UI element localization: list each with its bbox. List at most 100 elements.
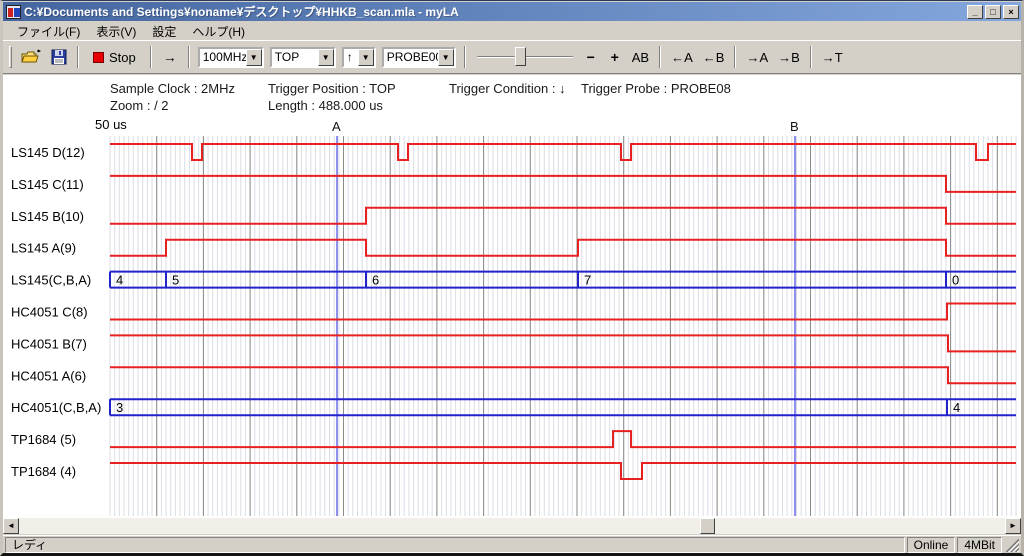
zoom-info: Zoom : / 2 — [110, 98, 169, 113]
toolbar-separator — [187, 46, 190, 68]
horizontal-scrollbar[interactable]: ◄ ► — [3, 518, 1021, 534]
signal-label-10: TP1684 (4) — [11, 464, 76, 479]
time-tick-label: 50 us — [95, 117, 127, 132]
bus-value: 6 — [372, 273, 379, 288]
trigger-edge-combobox-value: ↑ — [346, 49, 353, 64]
probe-combobox[interactable]: PROBE00 ▼ — [381, 46, 456, 68]
waveform-trace-6[interactable] — [110, 334, 1016, 353]
move-left-to-a-button[interactable]: ←A — [671, 49, 693, 65]
waveform-trace-5[interactable] — [110, 302, 1016, 321]
marker-b-label: B — [790, 119, 799, 134]
toolbar-separator — [659, 46, 662, 68]
signal-label-1: LS145 C(11) — [11, 177, 84, 192]
signal-label-0: LS145 D(12) — [11, 145, 85, 160]
toolbar-separator — [734, 46, 737, 68]
waveform-canvas[interactable]: 50 us A B LS145 D(12) LS145 C(11) LS145 B(10)… — [3, 115, 1021, 518]
app-icon — [6, 4, 21, 19]
open-file-button[interactable] — [16, 45, 46, 69]
chevron-down-icon[interactable]: ▼ — [357, 48, 374, 66]
bus-value: 3 — [116, 400, 123, 415]
signal-label-6: HC4051 B(7) — [11, 336, 87, 351]
signal-label-9: TP1684 (5) — [11, 432, 76, 447]
save-file-button[interactable] — [46, 45, 72, 69]
toolbar-separator — [809, 46, 812, 68]
zoom-in-button[interactable]: + — [610, 49, 619, 65]
titlebar: C:¥Documents and Settings¥noname¥デスクトップ¥… — [3, 2, 1021, 21]
trigger-probe-info: Trigger Probe : PROBE08 — [581, 81, 731, 96]
trigger-position-combobox[interactable]: TOP ▼ — [269, 46, 336, 68]
menu-item-1[interactable]: 表示(V) — [96, 24, 137, 39]
sample-clock-info: Sample Clock : 2MHz — [110, 81, 235, 96]
bus-value: 4 — [953, 400, 960, 415]
window-title: C:¥Documents and Settings¥noname¥デスクトップ¥… — [24, 5, 459, 19]
trigger-position-combobox-value: TOP — [274, 49, 300, 64]
bus-value: 0 — [952, 273, 959, 288]
goto-trigger-button[interactable]: →T — [821, 49, 843, 65]
zoom-slider-thumb[interactable] — [514, 47, 526, 66]
waveform-trace-3[interactable] — [110, 238, 1016, 257]
toolbar-grip — [9, 46, 12, 68]
chevron-down-icon[interactable]: ▼ — [437, 48, 454, 66]
toolbar-separator — [149, 46, 152, 68]
open-folder-icon — [21, 49, 41, 63]
signal-label-7: HC4051 A(6) — [11, 368, 86, 383]
toolbar: Stop → 100MHz ▼ TOP ▼ ↑ ▼ PROBE00 ▼ − + … — [3, 40, 1021, 74]
toolbar-separator — [463, 46, 466, 68]
chevron-down-icon[interactable]: ▼ — [317, 48, 334, 66]
signal-label-4: LS145(C,B,A) — [11, 273, 91, 288]
trigger-edge-combobox[interactable]: ↑ ▼ — [341, 46, 376, 68]
scroll-right-arrow[interactable]: ► — [1005, 518, 1021, 534]
signal-label-5: HC4051 C(8) — [11, 305, 88, 320]
length-info: Length : 488.000 us — [268, 98, 383, 113]
clock-combobox-value: 100MHz — [202, 49, 246, 64]
waveform-trace-2[interactable] — [110, 206, 1016, 225]
move-right-to-a-button[interactable]: →A — [746, 49, 769, 65]
menubar: ファイル(F) 表示(V) 設定 ヘルプ(H) — [3, 22, 1021, 40]
close-button[interactable]: × — [1003, 4, 1019, 19]
zoom-slider[interactable] — [476, 46, 573, 68]
zoom-out-button[interactable]: − — [586, 49, 595, 65]
waveform-trace-0[interactable] — [110, 143, 1016, 161]
move-right-to-b-button[interactable]: →B — [778, 49, 800, 65]
status-online-badge: Online — [906, 537, 956, 553]
signal-label-2: LS145 B(10) — [11, 209, 84, 224]
maximize-button[interactable]: □ — [985, 4, 1001, 19]
menu-item-2[interactable]: 設定 — [152, 24, 177, 39]
stop-label: Stop — [109, 49, 136, 65]
menu-item-3[interactable]: ヘルプ(H) — [192, 24, 246, 39]
scroll-left-arrow[interactable]: ◄ — [3, 518, 19, 534]
clock-combobox[interactable]: 100MHz ▼ — [197, 46, 264, 68]
status-memory-badge: 4MBit — [957, 537, 1002, 553]
grid-major — [156, 136, 998, 516]
waveform-trace-7[interactable] — [110, 366, 1016, 385]
minimize-button[interactable]: _ — [967, 4, 983, 19]
ab-range-button[interactable]: AB — [631, 49, 650, 65]
scrollbar-thumb[interactable] — [700, 518, 715, 534]
trigger-position-info: Trigger Position : TOP — [268, 81, 396, 96]
stop-button[interactable]: Stop — [84, 45, 145, 69]
save-floppy-icon — [51, 49, 67, 65]
move-left-to-b-button[interactable]: ←B — [702, 49, 725, 65]
bus-value: 5 — [172, 273, 179, 288]
grid-fine — [109, 136, 1017, 516]
bus-value: 7 — [584, 273, 591, 288]
bus-value: 4 — [116, 273, 123, 288]
waveform-workspace: Sample Clock : 2MHz Trigger Position : T… — [3, 75, 1021, 518]
trigger-condition-info: Trigger Condition : ↓ — [449, 81, 566, 96]
resize-grip-icon[interactable] — [1006, 538, 1019, 552]
statusbar: レディ Online 4MBit — [3, 535, 1021, 553]
probe-combobox-value: PROBE00 — [386, 49, 438, 64]
menu-item-0[interactable]: ファイル(F) — [17, 24, 81, 39]
chevron-down-icon[interactable]: ▼ — [245, 48, 262, 66]
waveform-trace-1[interactable] — [110, 174, 1016, 193]
waveform-trace-9[interactable] — [110, 430, 1016, 449]
signal-label-8: HC4051(C,B,A) — [11, 400, 101, 415]
signal-label-3: LS145 A(9) — [11, 241, 76, 256]
bus-trace-4[interactable] — [110, 270, 1016, 289]
bus-trace-8[interactable] — [110, 398, 1016, 417]
run-button[interactable]: → — [162, 49, 177, 65]
waveform-trace-10[interactable] — [110, 462, 1016, 480]
status-ready-text: レディ — [5, 537, 905, 553]
toolbar-separator — [77, 46, 79, 68]
